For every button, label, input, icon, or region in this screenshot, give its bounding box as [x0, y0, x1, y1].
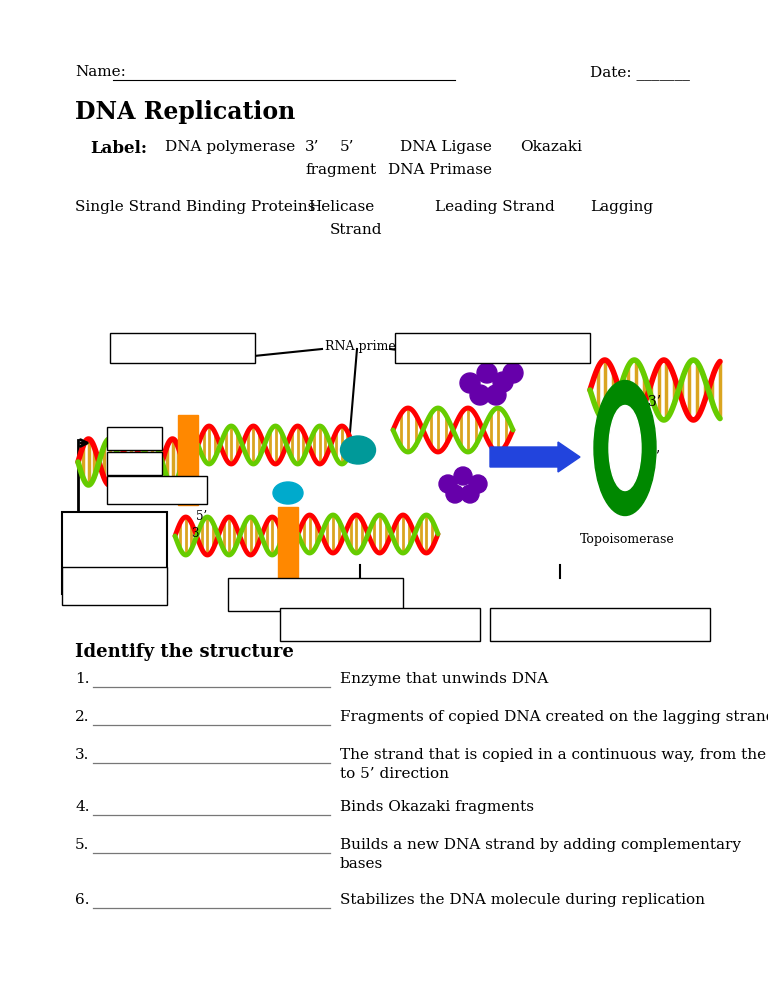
- Circle shape: [439, 475, 457, 493]
- Bar: [62, 567, 167, 605]
- Text: The strand that is copied in a continuous way, from the 3’
to 5’ direction: The strand that is copied in a continuou…: [340, 748, 768, 781]
- Bar: [280, 608, 480, 641]
- Text: 5.: 5.: [75, 838, 89, 852]
- Text: RNA primer: RNA primer: [325, 340, 402, 353]
- Text: 3’: 3’: [305, 140, 319, 154]
- Bar: [62, 512, 167, 594]
- Text: DNA Primase: DNA Primase: [388, 163, 492, 177]
- Circle shape: [461, 485, 479, 503]
- Text: Label:: Label:: [90, 140, 147, 157]
- Bar: [107, 476, 207, 504]
- Bar: [178, 415, 198, 505]
- Text: Strand: Strand: [330, 223, 382, 237]
- Ellipse shape: [273, 482, 303, 504]
- Circle shape: [454, 467, 472, 485]
- Text: fragment: fragment: [305, 163, 376, 177]
- Text: DNA Replication: DNA Replication: [75, 100, 295, 124]
- Text: 3.: 3.: [75, 748, 89, 762]
- Bar: [228, 578, 403, 611]
- Text: 5’: 5’: [340, 140, 355, 154]
- Bar: [395, 333, 590, 363]
- Text: 6.: 6.: [75, 893, 90, 907]
- Text: 3’: 3’: [648, 395, 661, 409]
- Text: Binds Okazaki fragments: Binds Okazaki fragments: [340, 800, 534, 814]
- Bar: [490, 608, 710, 641]
- Circle shape: [477, 363, 497, 383]
- Text: Lagging: Lagging: [590, 200, 653, 214]
- Ellipse shape: [609, 406, 641, 490]
- Text: 2.: 2.: [75, 710, 90, 724]
- Text: Identify the structure: Identify the structure: [75, 643, 294, 661]
- Text: 5’: 5’: [648, 450, 661, 464]
- Text: Okazaki: Okazaki: [520, 140, 582, 154]
- Circle shape: [470, 385, 490, 405]
- Text: 4.: 4.: [75, 800, 90, 814]
- Text: 3: 3: [191, 527, 198, 540]
- Text: Leading Strand: Leading Strand: [435, 200, 554, 214]
- Text: Date: _______: Date: _______: [590, 65, 690, 80]
- Circle shape: [460, 373, 480, 393]
- Circle shape: [469, 475, 487, 493]
- Text: 1.: 1.: [75, 672, 90, 686]
- Text: DNA Ligase: DNA Ligase: [400, 140, 492, 154]
- Text: DNA polymerase: DNA polymerase: [165, 140, 295, 154]
- Circle shape: [503, 363, 523, 383]
- Text: Builds a new DNA strand by adding complementary
bases: Builds a new DNA strand by adding comple…: [340, 838, 741, 872]
- Ellipse shape: [340, 436, 376, 464]
- Circle shape: [446, 485, 464, 503]
- Circle shape: [486, 385, 506, 405]
- Bar: [107, 427, 162, 450]
- Text: Stabilizes the DNA molecule during replication: Stabilizes the DNA molecule during repli…: [340, 893, 705, 907]
- Text: 5’: 5’: [196, 510, 207, 523]
- Bar: [107, 452, 162, 475]
- FancyArrow shape: [490, 442, 580, 472]
- Text: Enzyme that unwinds DNA: Enzyme that unwinds DNA: [340, 672, 548, 686]
- Text: Fragments of copied DNA created on the lagging strand: Fragments of copied DNA created on the l…: [340, 710, 768, 724]
- Text: Single Strand Binding Proteins: Single Strand Binding Proteins: [75, 200, 316, 214]
- Circle shape: [493, 372, 513, 392]
- Text: Helicase: Helicase: [308, 200, 374, 214]
- Ellipse shape: [594, 381, 656, 516]
- Bar: [110, 333, 255, 363]
- Text: Topoisomerase: Topoisomerase: [580, 533, 675, 546]
- Text: Name:: Name:: [75, 65, 126, 79]
- Bar: [278, 507, 298, 587]
